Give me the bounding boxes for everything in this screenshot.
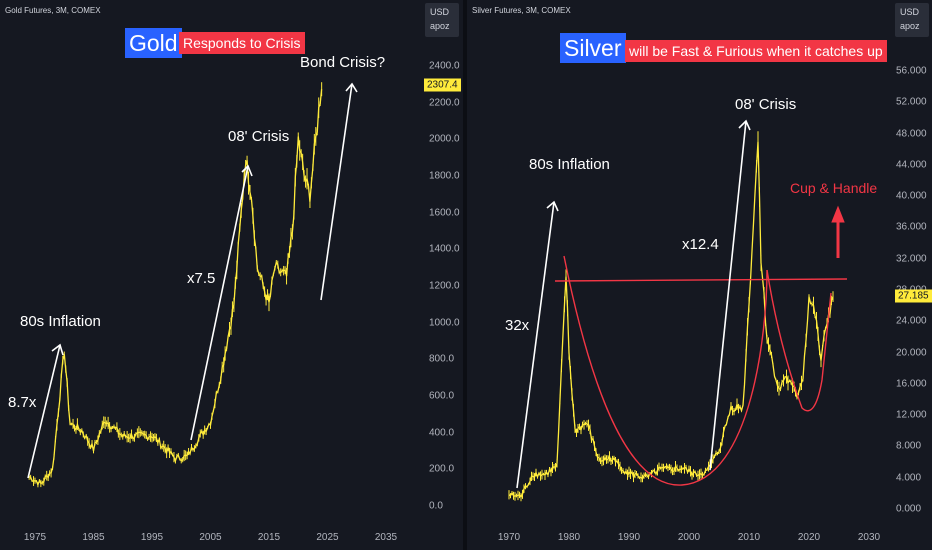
silver-title: Silver	[560, 33, 626, 63]
silver-annotation-x12-4: x12.4	[682, 236, 719, 253]
silver-x-tick-label: 2030	[857, 532, 881, 543]
silver-y-tick-label: 52.000	[896, 96, 927, 108]
silver-y-tick-label: 48.000	[896, 128, 927, 140]
gold-y-tick-label: 400.0	[429, 427, 455, 439]
silver-y-tick-label: 40.000	[896, 190, 927, 202]
silver-y-tick-label: 24.000	[896, 315, 927, 327]
silver-resistance-line	[554, 278, 848, 282]
gold-annotation-8-7x: 8.7x	[8, 394, 37, 411]
silver-x-tick-label: 2000	[677, 532, 701, 543]
gold-y-tick-label: 1400.0	[429, 243, 460, 255]
gold-title-tag: Responds to Crisis	[179, 32, 305, 54]
gold-chart-svg	[27, 82, 358, 488]
gold-y-tick-label: 1600.0	[429, 207, 460, 219]
silver-annotation-80s-inflation: 80s Inflation	[529, 156, 610, 173]
gold-x-tick-label: 2015	[257, 532, 281, 543]
silver-currency: USD	[900, 7, 920, 17]
gold-x-tick-label: 1995	[140, 532, 164, 543]
gold-x-tick-label: 1985	[82, 532, 105, 543]
silver-price-line	[508, 141, 834, 499]
silver-arrowhead-80s	[546, 200, 559, 212]
gold-arrow-08	[190, 165, 249, 441]
silver-symbol-label: Silver Futures, 3M, COMEX	[472, 6, 571, 15]
silver-y-tick-label: 8.000	[896, 440, 922, 452]
gold-arrowhead-08	[241, 164, 253, 177]
gold-y-tick-label: 600.0	[429, 390, 455, 402]
silver-x-tick-label: 1970	[497, 532, 521, 543]
silver-y-tick-label: 36.000	[896, 221, 927, 233]
silver-annotation-08-crisis: 08' Crisis	[735, 96, 797, 113]
silver-y-tick-label: 4.000	[896, 472, 922, 484]
gold-y-tick-label: 2000.0	[429, 133, 460, 145]
gold-currency: USD	[430, 7, 450, 17]
gold-y-tick-label: 2200.0	[429, 97, 460, 109]
gold-y-tick-label: 2400.0	[429, 60, 460, 72]
silver-arrow-80s	[516, 201, 555, 489]
silver-last-price-tag: 27.185	[895, 289, 932, 303]
panel-divider	[463, 0, 467, 550]
silver-x-tick-label: 2020	[797, 532, 821, 543]
silver-currency-box[interactable]: USD apoz	[895, 3, 929, 37]
silver-arrow-08	[709, 120, 747, 471]
gold-chart-panel[interactable]: Gold Futures, 3M, COMEX USD apoz Gold Re…	[0, 0, 463, 550]
silver-y-tick-label: 0.000	[896, 503, 922, 515]
gold-arrow-bond	[320, 83, 353, 301]
silver-y-tick-label: 44.000	[896, 159, 927, 171]
gold-title: Gold	[125, 28, 182, 58]
silver-drawings	[554, 255, 848, 486]
gold-x-tick-label: 1975	[23, 532, 47, 543]
silver-arrowhead-08	[738, 119, 751, 131]
silver-x-tick-label: 1990	[617, 532, 641, 543]
gold-annotation-08-crisis: 08' Crisis	[228, 128, 290, 145]
silver-unit: apoz	[900, 21, 920, 31]
silver-chart-svg	[508, 119, 848, 502]
gold-y-tick-label: 0.0	[429, 500, 443, 512]
gold-annotation-80s-inflation: 80s Inflation	[20, 313, 101, 330]
silver-y-tick-label: 12.000	[896, 409, 927, 421]
gold-y-tick-label: 800.0	[429, 353, 455, 365]
gold-currency-box[interactable]: USD apoz	[425, 3, 459, 37]
gold-x-tick-label: 2005	[199, 532, 222, 543]
gold-x-tick-label: 2025	[316, 532, 339, 543]
silver-y-tick-label: 56.000	[896, 65, 927, 77]
gold-price-line	[28, 89, 323, 487]
silver-y-tick-label: 32.000	[896, 253, 927, 265]
gold-y-tick-label: 1800.0	[429, 170, 460, 182]
silver-x-tick-label: 1980	[557, 532, 581, 543]
silver-title-tag: will be Fast & Furious when it catches u…	[625, 40, 887, 62]
silver-y-tick-label: 16.000	[896, 378, 927, 390]
silver-x-tick-label: 2010	[737, 532, 761, 543]
gold-last-price-tag: 2307.4	[424, 78, 461, 92]
gold-y-tick-label: 200.0	[429, 463, 455, 475]
silver-handle-curve	[766, 269, 832, 412]
gold-unit: apoz	[430, 21, 450, 31]
silver-breakout-arrow	[831, 205, 845, 258]
gold-arrowhead-80s	[51, 343, 64, 356]
gold-arrow-80s	[27, 344, 61, 479]
silver-annotation-32x: 32x	[505, 317, 530, 334]
gold-symbol-label: Gold Futures, 3M, COMEX	[5, 6, 101, 15]
gold-y-tick-label: 1000.0	[429, 317, 460, 329]
gold-annotation-bond-crisis: Bond Crisis?	[300, 54, 386, 71]
gold-x-tick-label: 2035	[374, 532, 398, 543]
silver-y-tick-label: 20.000	[896, 347, 927, 359]
gold-arrowhead-bond	[345, 82, 358, 93]
silver-chart-panel[interactable]: Silver Futures, 3M, COMEX USD apoz Silve…	[467, 0, 932, 550]
gold-y-tick-label: 1200.0	[429, 280, 460, 292]
silver-cup-curve	[563, 255, 768, 486]
gold-annotation-x7-5: x7.5	[187, 270, 216, 287]
silver-annotation-cup-handle: Cup & Handle	[790, 180, 878, 196]
